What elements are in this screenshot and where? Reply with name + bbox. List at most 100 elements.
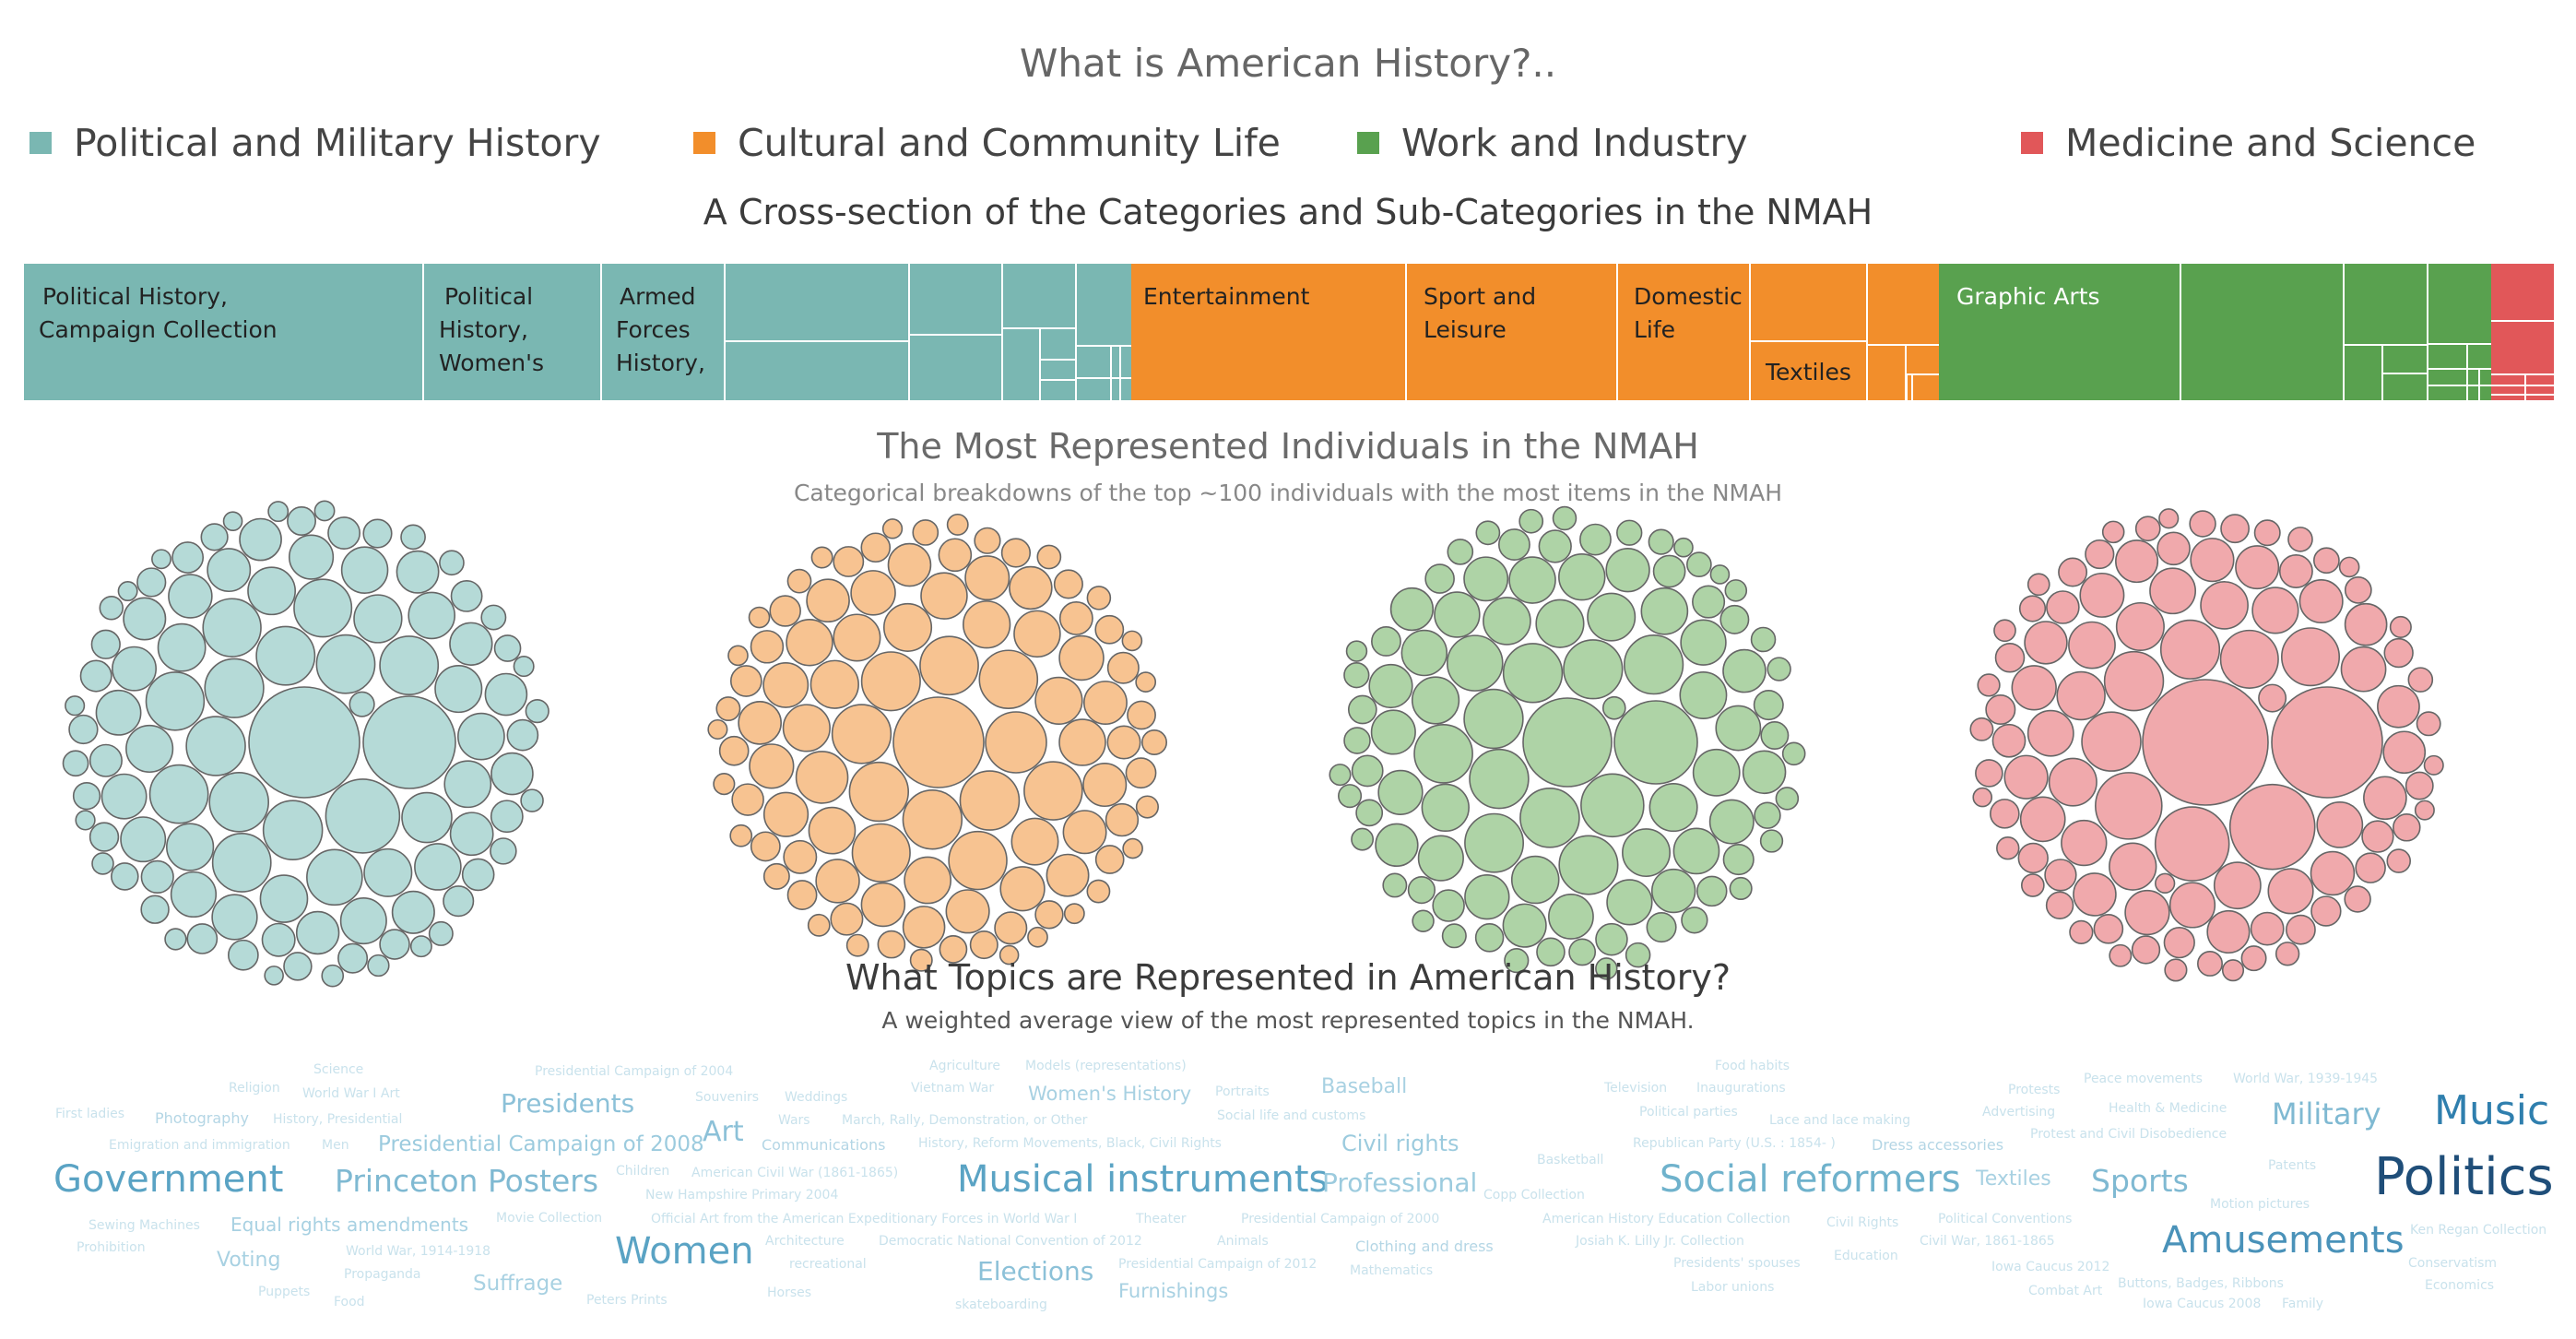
bubble — [1760, 721, 1790, 751]
bubble — [902, 906, 946, 949]
bubble — [1497, 528, 1530, 562]
bubble — [1648, 783, 1698, 833]
bubble — [1122, 837, 1143, 859]
legend-label-medicine: Medicine and Science — [2065, 121, 2476, 165]
bubble — [2340, 646, 2387, 693]
bubble — [1343, 661, 1370, 689]
word-cloud-word: Patents — [2268, 1158, 2316, 1173]
bubble — [1673, 537, 1694, 558]
word-cloud-word: Sewing Machines — [89, 1218, 200, 1233]
bubble — [111, 862, 139, 891]
word-cloud-word: Social life and customs — [1217, 1108, 1365, 1123]
bubble — [1510, 855, 1560, 905]
bubble — [89, 822, 120, 852]
bubble — [2220, 514, 2250, 544]
bubble — [1646, 911, 1677, 943]
bubble — [795, 751, 849, 804]
bubble — [1355, 799, 1384, 827]
word-cloud-word: Official Art from the American Expeditio… — [651, 1212, 1077, 1226]
main-title: What is American History?.. — [1019, 41, 1557, 86]
bubble — [2206, 909, 2251, 954]
bubble — [2115, 539, 2159, 584]
legend-item-medicine: Medicine and Science — [2021, 120, 2476, 166]
bubble — [2056, 670, 2106, 721]
word-cloud-word: Civil Rights — [1826, 1215, 1898, 1230]
bubble — [2045, 891, 2074, 919]
bubble — [2103, 650, 2165, 712]
bubble — [321, 964, 345, 988]
bubble — [379, 929, 410, 960]
bubble — [120, 816, 167, 863]
bubble — [762, 862, 790, 890]
bubble — [2287, 527, 2313, 552]
bubble — [1622, 828, 1671, 878]
word-cloud-word: Peace movements — [2084, 1072, 2203, 1086]
bubble — [1601, 695, 1626, 720]
bubble — [2142, 679, 2269, 806]
word-cloud-word: Sports — [2091, 1163, 2189, 1199]
word-cloud-word: Princeton Posters — [335, 1163, 598, 1199]
bubble — [1750, 626, 1777, 653]
word-cloud-word: Lace and lace making — [1769, 1113, 1910, 1128]
bubble — [1536, 937, 1566, 967]
word-cloud-word: Presidential Campaign of 2004 — [535, 1064, 733, 1079]
bubble — [985, 711, 1047, 774]
bubble — [327, 516, 361, 550]
word-cloud-word: Ken Regan Collection — [2410, 1223, 2546, 1238]
bubble — [2271, 686, 2383, 799]
bubble — [2019, 796, 2066, 843]
bubble — [1086, 879, 1111, 904]
treemap-title: A Cross-section of the Categories and Su… — [703, 192, 1873, 232]
word-cloud-word: Musical instruments — [957, 1158, 1328, 1201]
bubble — [2389, 615, 2412, 639]
bubble — [1623, 634, 1684, 695]
bubble — [2338, 556, 2360, 578]
bubble — [2020, 873, 2045, 897]
bubble — [414, 843, 462, 891]
bubble — [95, 689, 142, 736]
word-cloud-word: Equal rights amendments — [230, 1214, 468, 1236]
bubble — [2189, 510, 2216, 538]
bubble — [833, 546, 865, 577]
bubble — [400, 524, 426, 551]
bubble — [1483, 597, 1531, 646]
bubble — [1686, 551, 1712, 578]
word-cloud-word: Television — [1603, 1081, 1667, 1096]
bubble — [2278, 554, 2313, 588]
bubble — [2095, 772, 2163, 840]
bubble — [2149, 567, 2196, 615]
bubble — [2228, 783, 2316, 871]
bubble — [362, 518, 393, 549]
bubble — [1625, 942, 1651, 968]
word-cloud-word: Protests — [2008, 1083, 2060, 1097]
bubble — [170, 871, 218, 918]
bubble — [148, 764, 209, 824]
bubble — [2363, 776, 2407, 821]
bubble — [443, 760, 492, 809]
bubble — [401, 791, 453, 844]
word-cloud-word: Republican Party (U.S. : 1854- ) — [1633, 1136, 1836, 1151]
bubble — [1719, 604, 1750, 634]
bubble — [2275, 942, 2300, 966]
bubble — [978, 649, 1039, 710]
bubble — [1552, 505, 1578, 531]
bubble — [247, 566, 296, 616]
bubble — [1338, 784, 1363, 809]
bubble — [2280, 627, 2341, 687]
bubble — [2003, 754, 2049, 800]
word-cloud-word: Peters Prints — [586, 1293, 668, 1308]
bubble — [1991, 723, 2027, 758]
bubble — [1975, 759, 2003, 788]
bubble — [2124, 889, 2170, 936]
bubble — [204, 658, 265, 718]
bubble — [2093, 914, 2124, 944]
bubble — [860, 532, 892, 563]
topics-chart-title: What Topics are Represented in American … — [845, 957, 1731, 998]
word-cloud-word: Civil rights — [1341, 1131, 1459, 1156]
bubble — [408, 591, 455, 640]
bubble — [513, 656, 535, 678]
bubble — [762, 661, 809, 708]
bubble — [1580, 773, 1645, 838]
treemap-label-domestic: Domestic — [1634, 283, 1743, 310]
bubble-group-0 — [62, 500, 549, 988]
